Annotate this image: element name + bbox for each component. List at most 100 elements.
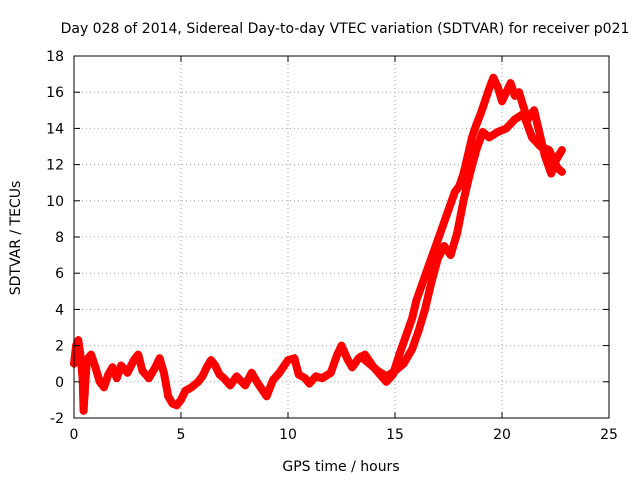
data-point [510,115,519,124]
data-point [476,109,485,118]
data-point [502,124,511,133]
data-point [395,350,404,359]
data-point [95,377,104,386]
x-axis-label: GPS time / hours [282,459,399,475]
data-point [262,392,271,401]
data-point [343,356,352,365]
data-point [431,242,440,251]
data-point [440,242,449,251]
x-axis: 0 5 10 15 20 25 [70,56,618,443]
data-point [151,363,160,372]
data-point [337,341,346,350]
data-point [536,142,545,151]
data-point [134,350,143,359]
data-point [117,361,126,370]
data-point [515,88,524,97]
data-point [412,296,421,305]
data-point [138,366,147,375]
x-tick-label: 15 [386,427,404,443]
data-point [301,374,310,383]
y-tick-label: 10 [46,194,64,210]
y-axis-label: SDTVAR / TECUs [8,181,24,296]
data-point [87,350,96,359]
data-point [446,251,455,260]
data-point [530,106,539,115]
data-point [401,332,410,341]
y-tick-label: 6 [55,266,64,282]
data-point [489,73,498,82]
data-point [551,156,560,165]
data-point [373,366,382,375]
data-point [104,370,113,379]
data-point [74,336,83,345]
series-trace-secondary [356,109,566,381]
data-point [232,372,241,381]
data-point [305,379,314,388]
data-point [369,363,378,372]
data-point [326,368,335,377]
data-point [444,205,453,214]
data-point [108,363,117,372]
y-tick-label: 8 [55,230,64,246]
data-point [177,395,185,404]
data-point [472,120,481,129]
data-point [311,372,320,381]
data-point [527,133,536,142]
data-point [219,374,228,383]
data-point [557,146,566,155]
data-point [226,381,235,390]
data-point [472,146,481,155]
data-point [414,327,423,336]
data-point [459,196,468,205]
data-point [408,314,417,323]
plot-area [70,73,566,415]
series-trace [70,73,566,415]
data-point [519,109,528,118]
data-point [78,374,87,383]
data-point [215,370,224,379]
data-point [241,381,250,390]
data-point [155,354,164,363]
data-point [91,363,100,372]
data-point [129,356,138,365]
data-point [519,102,528,111]
y-tick-label: -2 [50,411,64,427]
data-point [493,82,502,91]
data-point [485,84,494,93]
data-point [493,128,502,137]
data-point [80,388,89,397]
data-point [79,406,88,415]
data-point [172,401,181,410]
data-point [294,370,303,379]
data-point [382,372,391,381]
data-point [82,356,91,365]
data-point [536,133,545,142]
data-point [420,305,429,314]
data-point [275,368,284,377]
data-point [547,169,556,178]
data-point [365,359,374,368]
chart-grid [74,56,609,418]
data-point [433,254,442,263]
data-point [418,278,427,287]
data-point [427,278,436,287]
data-point [318,374,327,383]
data-point [361,350,370,359]
data-point [453,229,462,238]
chart-title: Day 028 of 2014, Sidereal Day-to-day VTE… [61,21,630,37]
y-tick-label: 16 [46,85,64,101]
data-point [523,115,532,124]
data-point [480,97,489,106]
data-point [408,345,417,354]
data-point [112,374,121,383]
data-point [553,164,562,173]
data-point [269,375,278,384]
data-point [99,383,108,392]
data-point [545,146,554,155]
data-point [164,392,173,401]
data-point [465,169,474,178]
data-point [159,368,168,377]
data-point [123,368,132,377]
x-tick-label: 25 [600,427,618,443]
